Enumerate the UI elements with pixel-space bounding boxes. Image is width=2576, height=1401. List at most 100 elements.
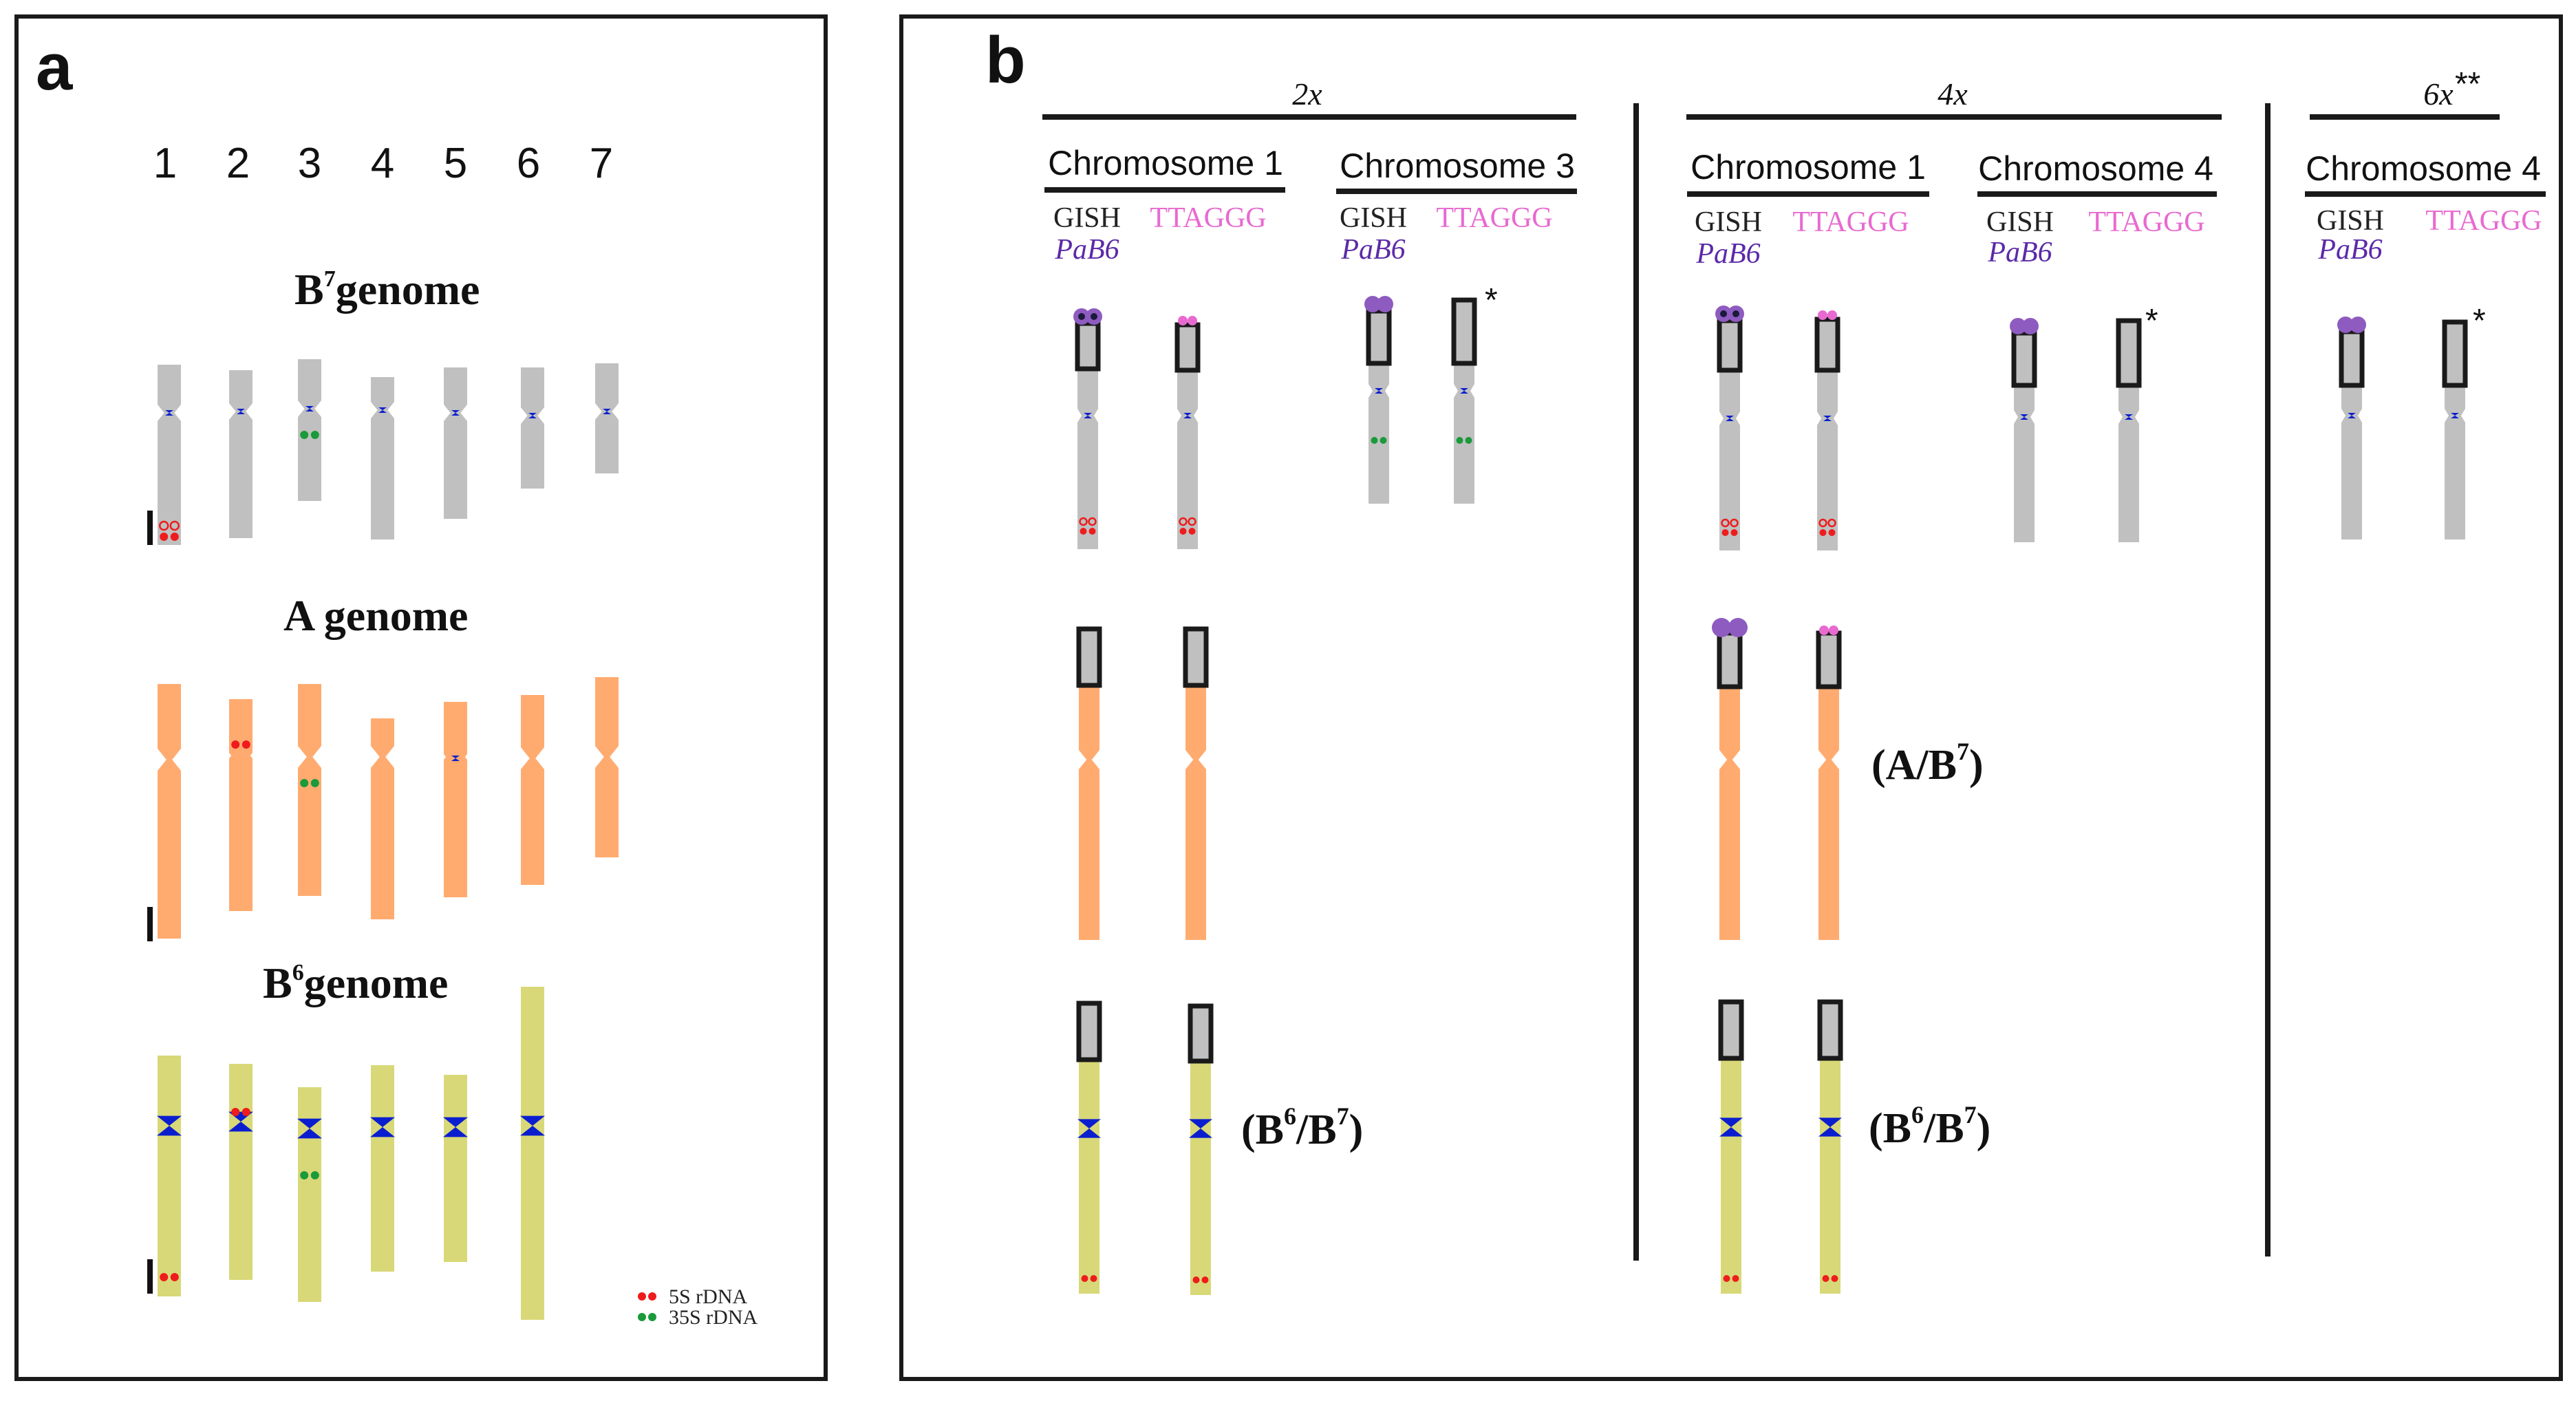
ttaggg-signal-2x-chr1-ttaggg <box>1178 316 1188 325</box>
separator-2x-4x <box>1633 103 1639 1261</box>
ttaggg-label: TTAGGG <box>1792 206 1909 238</box>
constriction-6x-chr4-ttaggg <box>2445 409 2465 423</box>
a-chromosome-5 <box>444 702 467 897</box>
gish-label: GISH <box>2317 205 2384 237</box>
gish-signal-4x-gish <box>1712 618 1731 637</box>
ttaggg-signal-4x-chr1-ttaggg <box>1818 310 1827 320</box>
gish-core-4x-chr1-gish <box>1732 310 1739 317</box>
gish-label: GISH <box>1695 206 1762 238</box>
b6-centromere-1 <box>157 1115 182 1136</box>
telomere-box-4x-gish <box>1718 999 1744 1061</box>
rdna-5s-pair-2x-chr1-ttaggg <box>1179 528 1196 535</box>
ttaggg-label: TTAGGG <box>1150 202 1266 234</box>
separator-4x-6x <box>2265 103 2271 1256</box>
column-header-4x-chr4: Chromosome 4 GISH PaB6 TTAGGG <box>1977 149 2217 268</box>
b6-b7-centromere-2x-gish <box>1077 1119 1101 1138</box>
centromere-6x-chr4-gish <box>2348 413 2356 418</box>
b6-35s-dot <box>310 1171 319 1179</box>
centromere-2x-chr3-gish <box>1375 388 1383 394</box>
b7-chromosome-6 <box>521 367 544 489</box>
asterisk-6x-chr4: * <box>2473 303 2486 339</box>
gish-core-2x-chr1-gish <box>1078 313 1085 320</box>
a-chromosome-4 <box>371 718 394 919</box>
rdna-5s-pair-4x-chr1-ttaggg-dot <box>1828 529 1836 536</box>
b7-chromosome-2 <box>229 370 253 538</box>
gish-label: GISH <box>1340 202 1407 234</box>
telomere-box-4x-ttaggg <box>1817 999 1843 1061</box>
b7-centromere-4 <box>378 407 387 413</box>
rdna-5s-hollow-pair-4x-chr1-gish <box>1721 518 1739 528</box>
b6-5s-pair-2 <box>231 1108 250 1116</box>
centromere-2x-chr1-gish <box>1084 413 1092 418</box>
gish-core-2x-chr1-gish <box>1091 313 1097 320</box>
a-5s-dot <box>242 740 250 749</box>
column-header-2x-chr3: Chromosome 3 GISH PaB6 TTAGGG <box>1336 147 1577 266</box>
rdna-5s-hollow-pair-2x-chr1-gish <box>1079 517 1097 526</box>
rdna-5s-hollow-pair-4x-chr1-gish-dot <box>1730 518 1739 528</box>
constriction-2x-chr1-ttaggg <box>1177 409 1198 423</box>
probe-label: PaB6 <box>1340 234 1405 266</box>
a-b7-chromosome-4x-gish <box>1719 633 1740 940</box>
panel-a-frame <box>14 14 828 1381</box>
a-chromosome-3 <box>298 684 321 896</box>
b7-35s-dot <box>310 431 319 439</box>
ploidy-line-6x <box>2310 114 2500 120</box>
label-b6-b7-2x: (B6/B7) <box>1241 1102 1363 1153</box>
gish-core-4x-chr1-gish <box>1720 310 1727 317</box>
ttaggg-signal-4x-chr1-ttaggg <box>1827 310 1837 320</box>
b6-b7-centromere-4x-gish <box>1719 1117 1743 1137</box>
legend-35s-label: 35S rDNA <box>669 1306 758 1329</box>
rdna-35s-pair-2x-chr3-ttaggg-dot <box>1456 437 1463 444</box>
b6-35s-dot <box>300 1171 309 1179</box>
column-header-4x-chr1: Chromosome 1 GISH PaB6 TTAGGG <box>1687 148 1929 270</box>
b7-chromosome-5 <box>444 367 467 519</box>
b6-5s-pair <box>160 1273 179 1281</box>
legend-5s-rdna: 5S rDNA <box>638 1285 748 1308</box>
chromosome-number-3: 3 <box>298 140 321 187</box>
ttaggg-signal-4x-ttaggg <box>1819 625 1829 635</box>
rdna-5s-pair-4x-gish <box>1723 1275 1739 1282</box>
b7-centromere-1 <box>165 410 173 416</box>
rdna-5s-pair-4x-gish-dot <box>1723 1275 1730 1282</box>
column-underline <box>1687 191 1929 197</box>
label-b6-b7-4x: (B6/B7) <box>1869 1101 1990 1152</box>
telomere-box-2x-ttaggg <box>1183 626 1209 688</box>
rdna-5s-pair-2x-gish-dot <box>1090 1275 1097 1282</box>
rdna-5s-hollow-pair-2x-chr1-gish-dot <box>1088 517 1097 526</box>
b7-chromosome-7 <box>595 363 619 473</box>
rdna-5s-pair-4x-ttaggg-dot <box>1831 1275 1838 1282</box>
rdna-5s-pair-4x-chr1-ttaggg <box>1819 529 1836 536</box>
telomere-box-2x-chr1-ttaggg <box>1174 322 1201 373</box>
a-35s-pair <box>300 779 319 787</box>
telomere-box-2x-chr1-gish <box>1075 321 1101 372</box>
constriction-4x-chr4-ttaggg <box>2118 410 2139 424</box>
b6-centromere-4 <box>370 1117 395 1137</box>
b6-chromosome-5 <box>444 1075 467 1262</box>
a-chromosome-6 <box>521 695 544 885</box>
a-35s-dot <box>300 779 309 787</box>
constriction-2x-chr3-ttaggg <box>1454 384 1474 398</box>
telomere-box-4x-chr1-gish <box>1717 318 1743 373</box>
scale-bar-b6 <box>147 1259 153 1294</box>
column-title: Chromosome 3 <box>1340 147 1575 185</box>
b7-35s-dot <box>300 431 309 439</box>
rdna-35s-pair-2x-chr3-ttaggg <box>1456 437 1472 444</box>
b7-centromere-5 <box>451 410 460 416</box>
ploidy-label-6x: 6x <box>2423 76 2454 111</box>
gish-signal-6x-chr4-gish <box>2337 317 2354 333</box>
column-underline <box>2305 191 2546 197</box>
column-underline <box>1336 189 1577 194</box>
rdna-5s-hollow-pair-4x-chr1-ttaggg <box>1818 518 1836 528</box>
constriction-4x-chr1-gish <box>1719 411 1740 425</box>
rdna-5s-pair-2x-chr1-gish-dot <box>1088 528 1096 535</box>
b6-chromosome-2 <box>229 1064 253 1280</box>
rdna-5s-pair-4x-ttaggg <box>1822 1275 1838 1282</box>
column-underline <box>1977 191 2217 197</box>
rdna-5s-pair-4x-chr1-gish <box>1721 529 1738 536</box>
red-dot-pair-icon <box>638 1292 646 1301</box>
asterisk-4x-chr4: * <box>2145 303 2158 339</box>
panel-b-frame <box>899 14 2563 1381</box>
ploidy-label-2x: 2x <box>1292 76 1322 111</box>
b7-5s-hollow-dot <box>169 520 180 531</box>
column-title: Chromosome 1 <box>1690 148 1926 186</box>
